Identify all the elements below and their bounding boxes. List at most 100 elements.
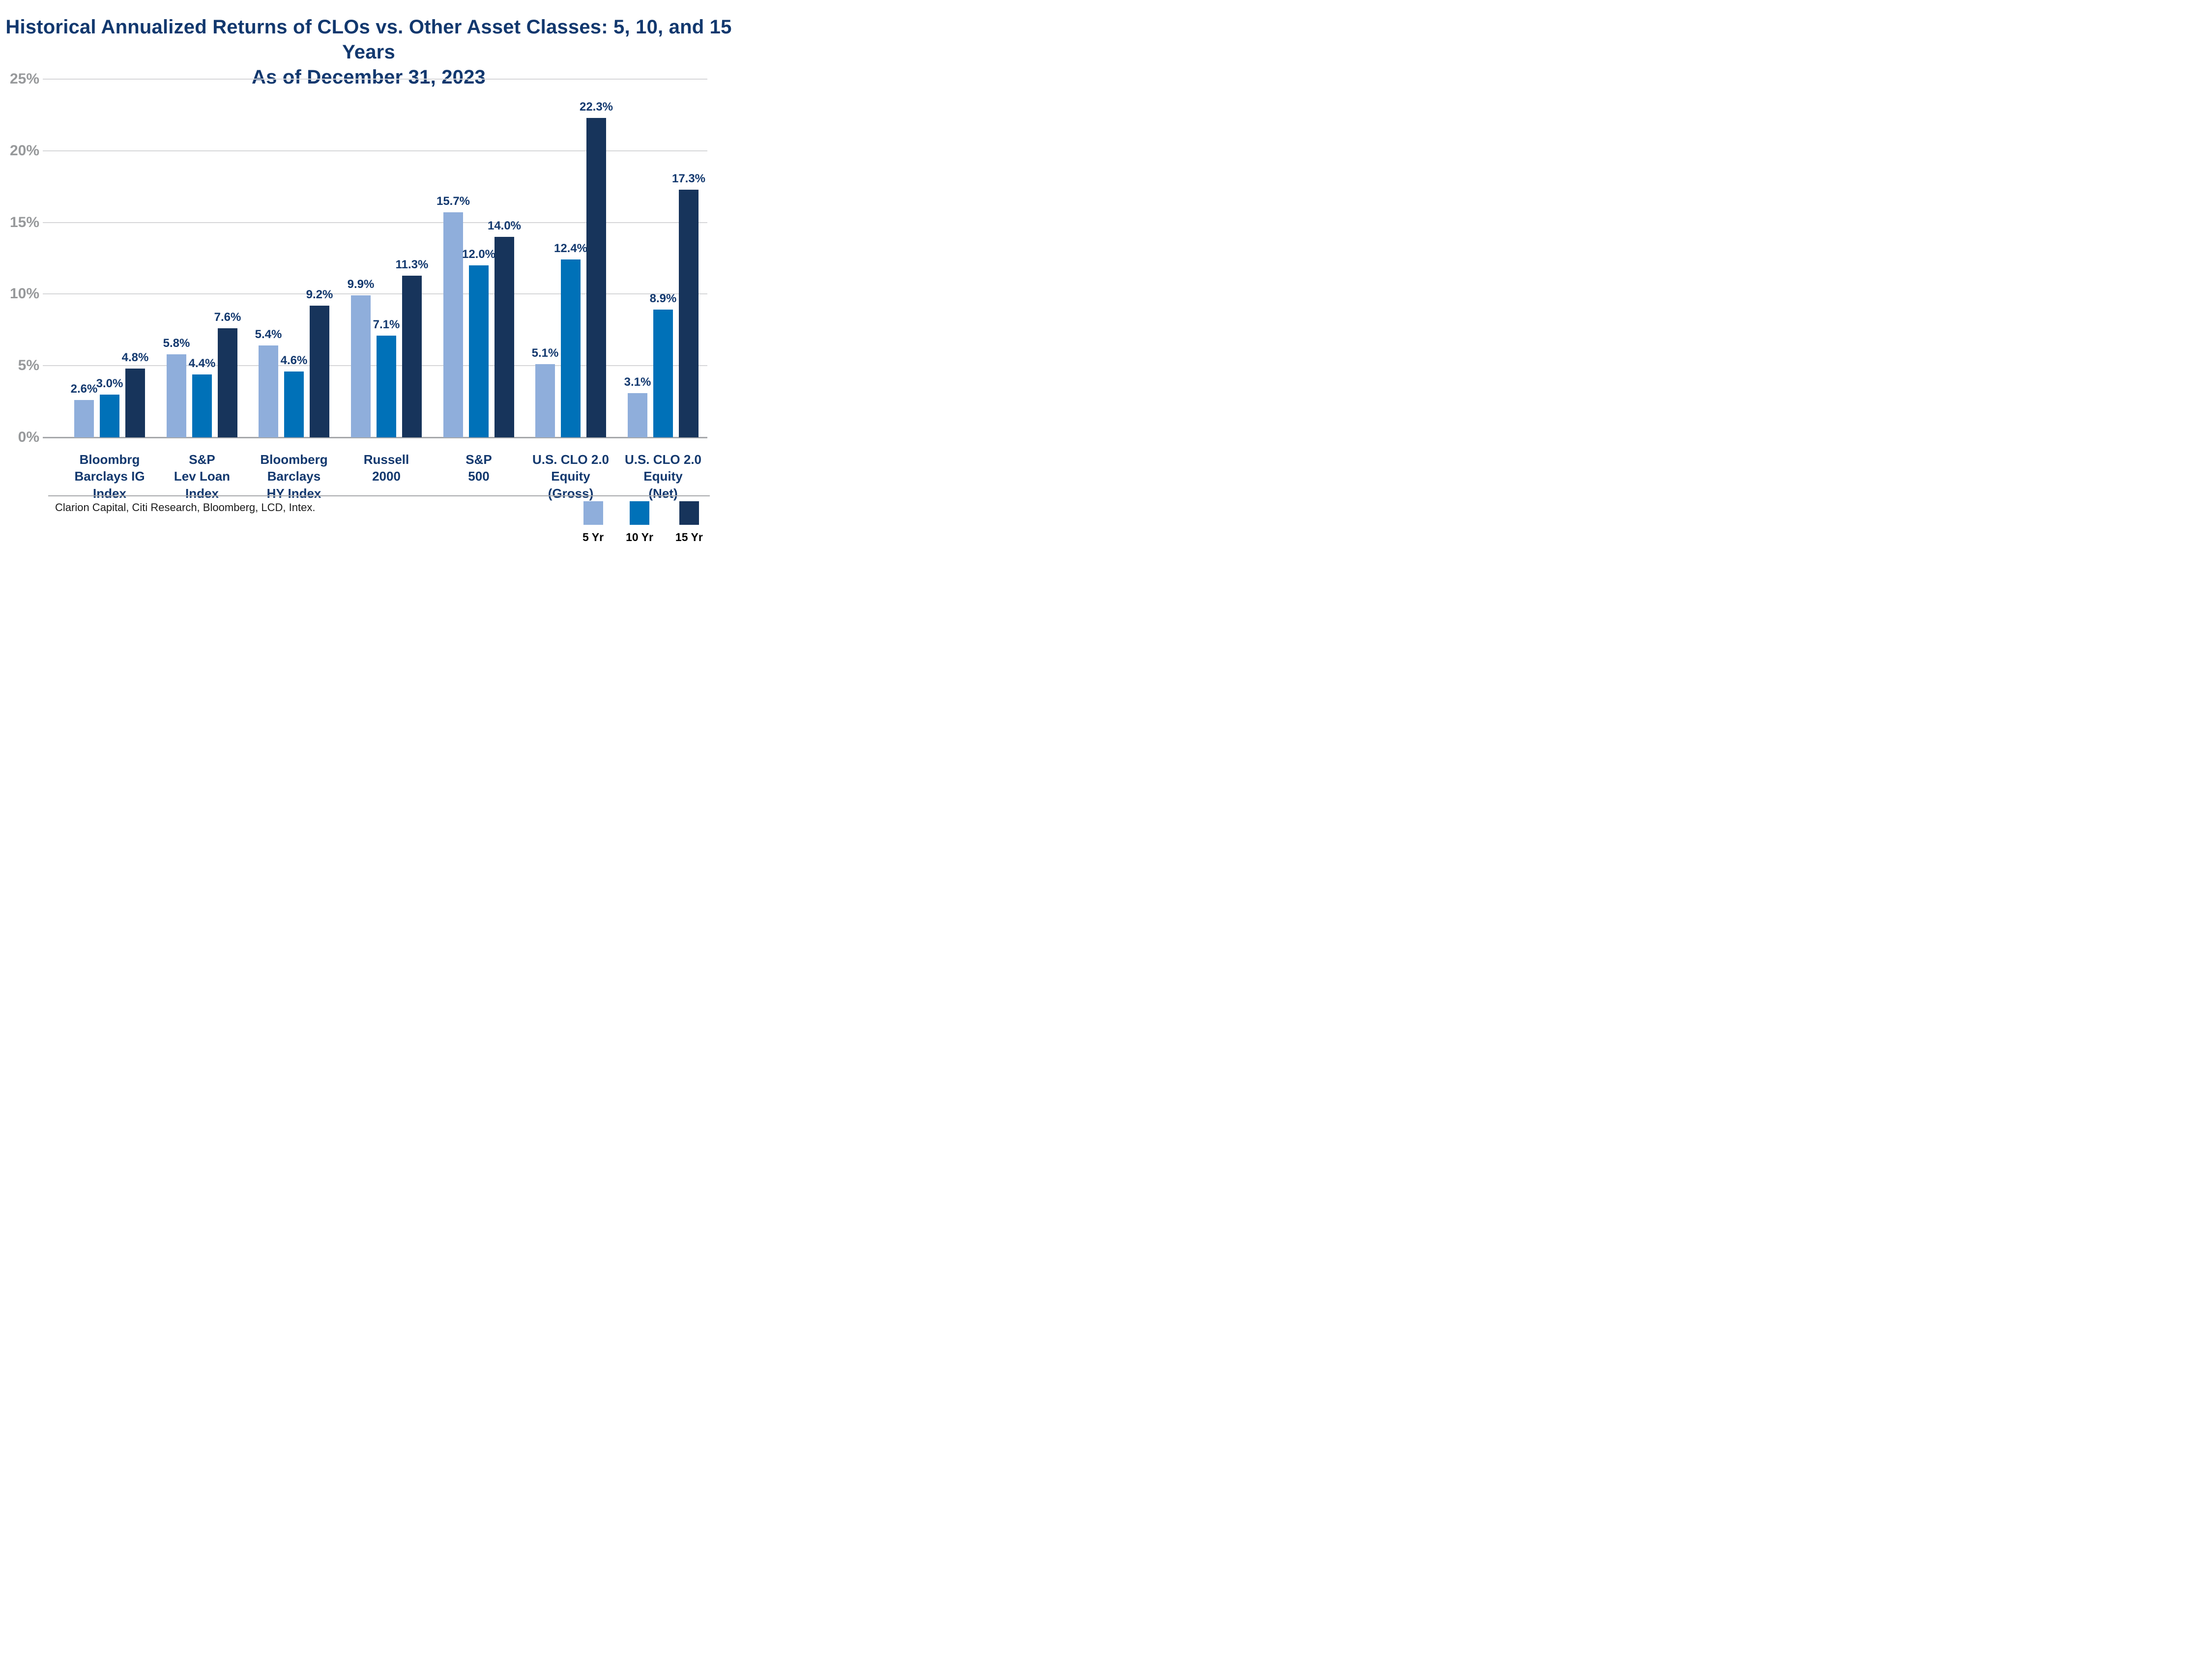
category-label-7: U.S. CLO 2.0 Equity (Net) — [599, 451, 727, 502]
bar-10yr-group5 — [469, 265, 489, 437]
bar-wrap-5yr-group1: 2.6% — [71, 382, 97, 437]
bar-wrap-15yr-group6: 22.3% — [580, 100, 613, 437]
legend: 5 Yr 10 Yr 15 Yr — [582, 501, 703, 544]
bar-wrap-10yr-group7: 8.9% — [650, 292, 676, 437]
bar-wrap-15yr-group7: 17.3% — [672, 172, 705, 437]
category-label-line: 500 — [468, 469, 490, 484]
bar-5yr-group5 — [443, 212, 463, 437]
legend-item-15yr: 15 Yr — [675, 501, 703, 544]
bar-10yr-group2 — [192, 374, 212, 437]
bar-5yr-group4 — [351, 295, 371, 437]
bar-15yr-group3 — [310, 305, 329, 437]
category-label-line: Equity — [643, 469, 683, 484]
category-label-line: (Net) — [648, 486, 678, 501]
legend-label-10yr: 10 Yr — [626, 531, 653, 543]
value-label-10yr-group3: 4.6% — [280, 353, 308, 367]
value-label-15yr-group6: 22.3% — [579, 100, 613, 114]
value-label-15yr-group3: 9.2% — [306, 287, 333, 301]
category-label-line: Barclays — [267, 469, 321, 484]
bar-10yr-group4 — [377, 335, 396, 437]
bar-10yr-group7 — [653, 310, 673, 437]
category-label-line: Barclays IG — [74, 469, 145, 484]
category-label-line: Index — [185, 486, 219, 501]
value-label-5yr-group5: 15.7% — [436, 195, 470, 208]
category-label-4: Russell 2000 — [322, 451, 450, 485]
category-label-6: U.S. CLO 2.0 Equity (Gross) — [507, 451, 635, 502]
category-label-line: Russell — [363, 452, 409, 467]
bar-5yr-group6 — [535, 364, 555, 437]
bar-wrap-10yr-group3: 4.6% — [281, 354, 307, 437]
value-label-10yr-group5: 12.0% — [462, 248, 496, 261]
bar-group-1: 2.6% 3.0% 4.8% — [71, 351, 148, 437]
value-label-5yr-group6: 5.1% — [531, 346, 559, 360]
bar-wrap-5yr-group6: 5.1% — [532, 346, 558, 437]
bar-5yr-group2 — [167, 354, 186, 437]
footer-separator-line — [48, 495, 710, 496]
value-label-5yr-group1: 2.6% — [70, 382, 98, 396]
bar-wrap-10yr-group4: 7.1% — [373, 318, 400, 437]
value-label-15yr-group4: 11.3% — [395, 257, 429, 271]
bar-wrap-5yr-group5: 15.7% — [437, 195, 470, 437]
bar-15yr-group4 — [402, 275, 422, 437]
category-label-line: U.S. CLO 2.0 — [624, 452, 702, 467]
y-axis-tick-10: 10% — [9, 286, 39, 302]
gridline-10pct — [43, 293, 707, 295]
bar-wrap-15yr-group3: 9.2% — [306, 288, 333, 437]
chart-title-line-2: As of December 31, 2023 — [252, 66, 486, 88]
bar-wrap-10yr-group2: 4.4% — [189, 357, 215, 437]
legend-item-10yr: 10 Yr — [626, 501, 653, 544]
category-label-line: S&P — [189, 452, 215, 467]
value-label-10yr-group4: 7.1% — [373, 317, 400, 331]
bar-15yr-group6 — [586, 117, 606, 437]
y-axis-tick-0: 0% — [18, 429, 39, 445]
bar-wrap-5yr-group3: 5.4% — [255, 328, 282, 437]
category-label-line: (Gross) — [548, 486, 594, 501]
source-note: Clarion Capital, Citi Research, Bloomber… — [55, 501, 316, 514]
bar-5yr-group7 — [628, 393, 647, 437]
category-label-line: Bloombrg — [79, 452, 140, 467]
value-label-5yr-group3: 5.4% — [255, 328, 282, 342]
y-axis-tick-20: 20% — [9, 142, 39, 159]
legend-swatch-15yr — [679, 501, 699, 525]
category-label-line: Index — [93, 486, 126, 501]
legend-label-15yr: 15 Yr — [675, 531, 703, 543]
y-axis-tick-15: 15% — [9, 214, 39, 230]
category-label-5: S&P 500 — [415, 451, 543, 485]
y-axis-tick-5: 5% — [18, 357, 39, 374]
legend-swatch-10yr — [629, 501, 649, 525]
bar-wrap-5yr-group2: 5.8% — [163, 337, 190, 437]
bar-wrap-15yr-group4: 11.3% — [396, 258, 428, 437]
category-label-line: HY Index — [266, 486, 321, 501]
bar-group-5: 15.7% 12.0% 14.0% — [437, 195, 521, 437]
bar-group-3: 5.4% 4.6% 9.2% — [255, 288, 333, 437]
legend-item-5yr: 5 Yr — [582, 501, 604, 544]
value-label-10yr-group7: 8.9% — [649, 292, 677, 306]
value-label-10yr-group6: 12.4% — [553, 242, 588, 256]
bar-group-7: 3.1% 8.9% 17.3% — [624, 172, 705, 437]
bar-15yr-group5 — [495, 236, 514, 437]
bar-15yr-group7 — [679, 189, 699, 437]
bar-10yr-group1 — [100, 394, 119, 437]
category-label-line: S&P — [466, 452, 492, 467]
value-label-5yr-group4: 9.9% — [347, 278, 375, 291]
bar-wrap-5yr-group4: 9.9% — [348, 278, 374, 437]
bar-wrap-15yr-group1: 4.8% — [122, 351, 148, 437]
category-label-line: U.S. CLO 2.0 — [532, 452, 610, 467]
value-label-15yr-group5: 14.0% — [487, 219, 522, 232]
category-label-line: Bloomberg — [260, 452, 328, 467]
value-label-10yr-group2: 4.4% — [188, 356, 216, 370]
category-label-3: Bloomberg Barclays HY Index — [230, 451, 358, 502]
bar-15yr-group1 — [125, 369, 145, 437]
legend-swatch-5yr — [583, 501, 603, 525]
gridline-15pct — [43, 222, 707, 223]
bar-wrap-15yr-group2: 7.6% — [214, 311, 241, 437]
bar-15yr-group2 — [218, 328, 237, 437]
value-label-15yr-group7: 17.3% — [671, 172, 706, 185]
chart-title: Historical Annualized Returns of CLOs vs… — [0, 15, 737, 90]
category-label-line: Lev Loan — [174, 469, 231, 484]
bar-10yr-group3 — [284, 371, 304, 437]
category-label-line: Equity — [551, 469, 590, 484]
value-label-10yr-group1: 3.0% — [96, 376, 123, 390]
gridline-20pct — [43, 150, 707, 151]
clo-returns-chart-page: { "title": { "line1": "Historical Annual… — [0, 0, 737, 553]
